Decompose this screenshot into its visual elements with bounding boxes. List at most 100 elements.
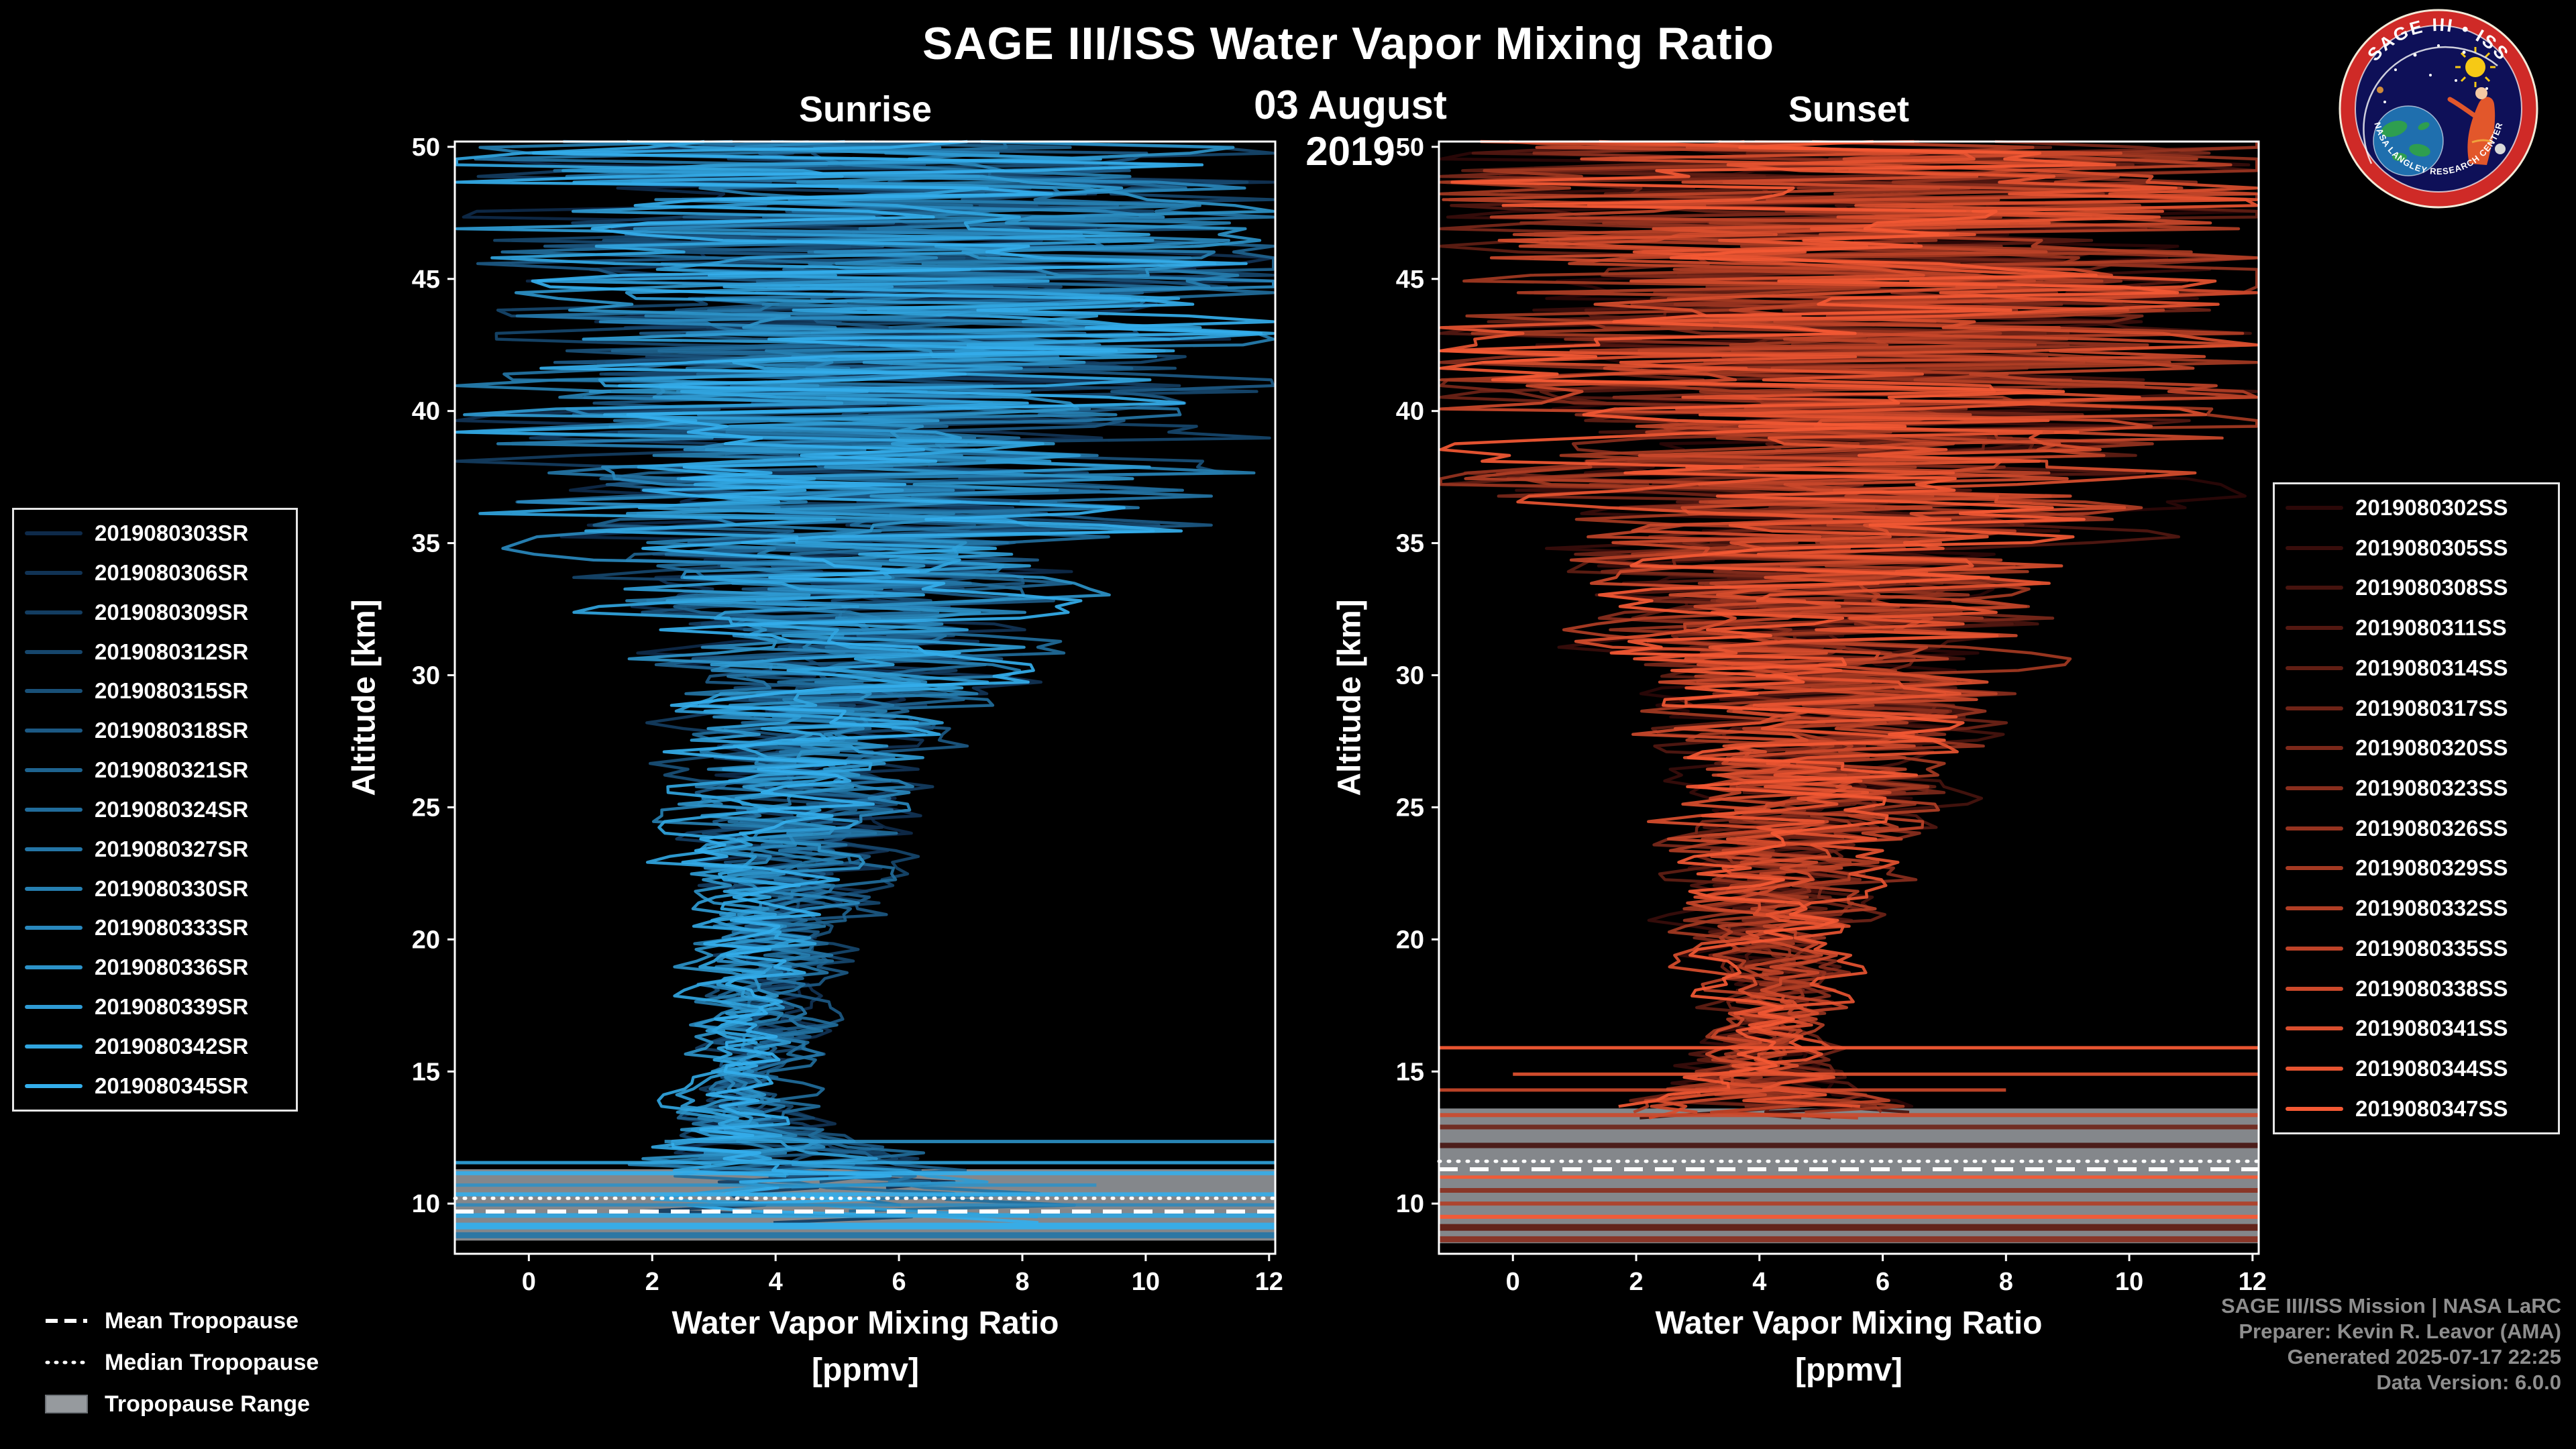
legend-item: 2019080314SS xyxy=(2286,655,2547,681)
legend-item-label: 2019080339SR xyxy=(95,994,249,1020)
y-tick-label: 30 xyxy=(412,662,440,690)
y-tick-label: 40 xyxy=(1396,398,1424,426)
legend-item: 2019080347SS xyxy=(2286,1096,2547,1122)
legend-sunset-events: 2019080302SS 2019080305SS 2019080308SS 2019… xyxy=(2273,482,2560,1134)
legend-line-sample xyxy=(2286,906,2343,911)
profile-line xyxy=(1439,140,2180,1108)
legend-item-label: 2019080312SR xyxy=(95,639,249,664)
y-tick-label: 25 xyxy=(1396,794,1424,822)
logo-planet-icon xyxy=(2377,87,2383,93)
legend-item: 2019080318SR xyxy=(25,718,285,743)
legend-item: 2019080303SR xyxy=(25,521,285,546)
y-tick-label: 45 xyxy=(412,266,440,294)
logo-earth-icon xyxy=(2373,105,2444,176)
legend-line-sample xyxy=(25,847,83,851)
profile-line xyxy=(455,140,1275,1178)
legend-item: 2019080344SS xyxy=(2286,1056,2547,1081)
legend-item: 2019080324SR xyxy=(25,797,285,822)
legend-item-label: 2019080309SR xyxy=(95,599,249,625)
tropopause-legend-range-row: Tropopause Range xyxy=(44,1383,319,1425)
legend-item-label: 2019080323SS xyxy=(2355,775,2508,801)
legend-line-sample xyxy=(25,1044,83,1049)
y-tick-label: 45 xyxy=(1396,266,1424,294)
legend-line-sample xyxy=(25,689,83,694)
legend-line-sample xyxy=(25,965,83,970)
panel-title-sunrise: Sunrise xyxy=(798,89,932,129)
legend-line-sample xyxy=(25,649,83,654)
legend-item: 2019080342SR xyxy=(25,1034,285,1059)
mean-tropopause-dashed-icon xyxy=(46,1319,87,1323)
legend-line-sample xyxy=(25,729,83,733)
median-tropopause-dotted-icon xyxy=(45,1360,89,1364)
logo-sun-icon xyxy=(2455,47,2496,87)
legend-item-label: 2019080303SR xyxy=(95,521,249,545)
y-tick-label: 50 xyxy=(1396,133,1424,162)
legend-item-label: 2019080327SR xyxy=(95,836,249,861)
x-axis-label-sunset: Water Vapor Mixing Ratio xyxy=(1655,1305,2043,1341)
legend-item-label: 2019080336SR xyxy=(95,955,249,980)
legend-item: 2019080335SS xyxy=(2286,936,2547,961)
legend-item-label: 2019080305SS xyxy=(2355,535,2508,560)
legend-item-label: 2019080344SS xyxy=(2355,1056,2508,1081)
profile-line xyxy=(455,140,1275,1177)
legend-item-label: 2019080318SR xyxy=(95,718,249,743)
panel-sunrise: 0 2 4 6 8 10 12 10 15 20 25 30 35 40 45 50 xyxy=(412,133,1283,1296)
y-tick-label: 15 xyxy=(412,1058,440,1086)
x-tick-label: 2 xyxy=(1629,1268,1643,1296)
profile-line xyxy=(1480,140,2259,1120)
y-tick-label: 40 xyxy=(412,398,440,426)
legend-item: 2019080329SS xyxy=(2286,855,2547,881)
legend-item-label: 2019080342SR xyxy=(95,1033,249,1059)
legend-item: 2019080311SS xyxy=(2286,615,2547,641)
profile-line xyxy=(455,140,1275,1224)
panel-sunset: 0 2 4 6 8 10 12 10 15 20 25 30 35 40 45 50 xyxy=(1396,133,2267,1296)
x-tick-label: 10 xyxy=(2115,1268,2143,1296)
legend-line-sample xyxy=(2286,986,2343,991)
logo-inner-border xyxy=(2355,25,2522,193)
profile-line xyxy=(515,140,1275,1167)
legend-line-sample xyxy=(25,1083,83,1088)
tropopause-legend-mean-row: Mean Tropopause xyxy=(44,1300,319,1342)
tropopause-range-swatch-icon xyxy=(45,1395,88,1413)
credits-line: Data Version: 6.0.0 xyxy=(2376,1371,2561,1394)
legend-item-label: 2019080341SS xyxy=(2355,1016,2508,1041)
legend-line-sample xyxy=(25,807,83,812)
legend-item: 2019080312SR xyxy=(25,639,285,665)
panel-title-sunset: Sunset xyxy=(1788,89,1910,129)
tropopause-range-label: Tropopause Range xyxy=(105,1391,311,1417)
y-tick-label: 30 xyxy=(1396,662,1424,690)
legend-item-label: 2019080302SS xyxy=(2355,495,2508,520)
mean-tropopause-label: Mean Tropopause xyxy=(105,1307,299,1334)
legend-item: 2019080341SS xyxy=(2286,1016,2547,1041)
legend-item-label: 2019080306SR xyxy=(95,559,249,585)
y-tick-label: 35 xyxy=(1396,530,1424,558)
legend-line-sample xyxy=(2286,786,2343,791)
x-tick-label: 12 xyxy=(2239,1268,2267,1296)
legend-item-label: 2019080347SS xyxy=(2355,1095,2508,1121)
legend-item: 2019080320SS xyxy=(2286,735,2547,761)
y-tick-label: 10 xyxy=(412,1190,440,1218)
legend-line-sample xyxy=(25,531,83,535)
legend-item-label: 2019080333SR xyxy=(95,915,249,941)
legend-item-label: 2019080345SR xyxy=(95,1073,249,1098)
plot-border xyxy=(453,140,1277,1255)
legend-item-label: 2019080314SS xyxy=(2355,655,2508,680)
legend-item-label: 2019080329SS xyxy=(2355,855,2508,881)
legend-item: 2019080332SS xyxy=(2286,896,2547,921)
x-axis-label-sunrise: Water Vapor Mixing Ratio xyxy=(672,1305,1059,1341)
legend-item: 2019080315SR xyxy=(25,678,285,704)
legend-sunrise-events: 2019080303SR 2019080306SR 2019080309SR 2019… xyxy=(12,508,298,1112)
credits-line: Generated 2025-07-17 22:25 xyxy=(2287,1345,2561,1368)
y-tick-label: 20 xyxy=(1396,926,1424,954)
legend-item: 2019080345SR xyxy=(25,1073,285,1099)
y-axis-label-sunrise: Altitude [km] xyxy=(346,599,382,796)
legend-line-sample xyxy=(2286,826,2343,830)
legend-item-label: 2019080317SS xyxy=(2355,695,2508,720)
legend-item: 2019080321SR xyxy=(25,757,285,783)
x-tick-label: 10 xyxy=(1132,1268,1160,1296)
legend-line-sample xyxy=(25,570,83,575)
legend-item-label: 2019080338SS xyxy=(2355,975,2508,1001)
legend-item: 2019080323SS xyxy=(2286,775,2547,801)
legend-line-sample xyxy=(2286,506,2343,510)
